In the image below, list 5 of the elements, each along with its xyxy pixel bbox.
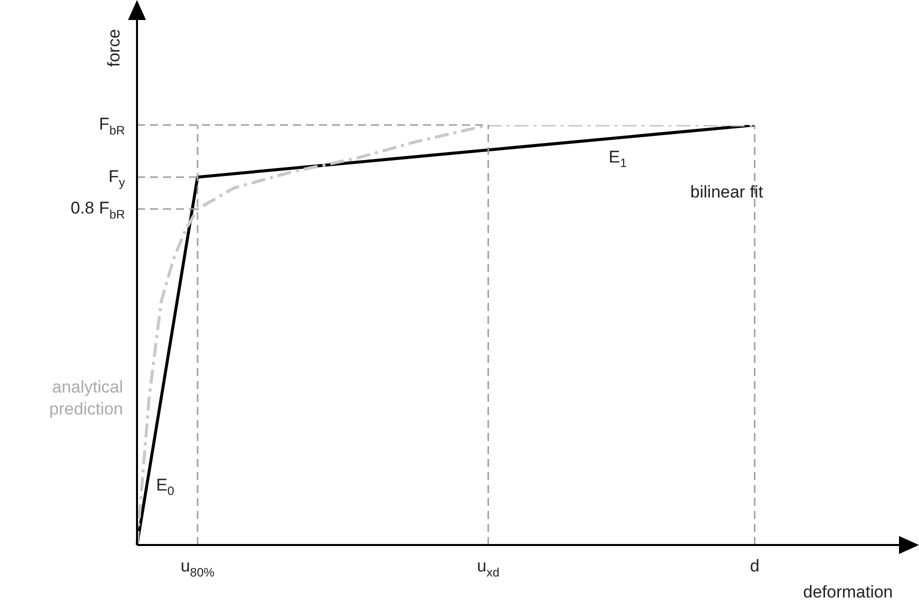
x-tick-label: d (750, 556, 760, 576)
text: bilinear fit (690, 182, 764, 202)
y-axis-title: force (104, 29, 124, 67)
x-axis-title: deformation (803, 582, 893, 602)
series-label: analytical prediction (49, 378, 124, 419)
